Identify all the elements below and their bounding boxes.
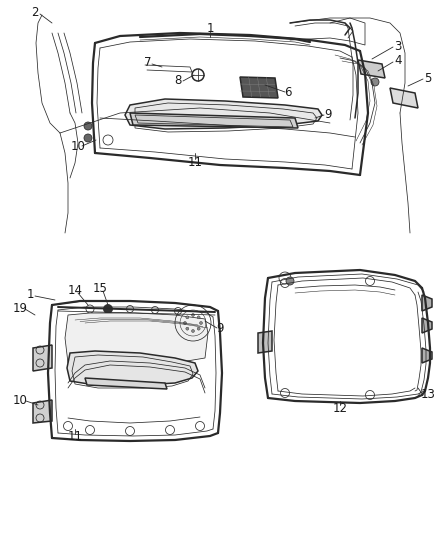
Circle shape [286, 277, 294, 285]
Circle shape [197, 316, 200, 319]
Text: 15: 15 [92, 282, 107, 295]
Text: 19: 19 [13, 302, 28, 314]
Text: 5: 5 [424, 71, 432, 85]
Text: 12: 12 [332, 401, 347, 415]
Polygon shape [130, 113, 298, 128]
Text: 4: 4 [394, 54, 402, 68]
Polygon shape [422, 318, 432, 333]
Circle shape [191, 313, 194, 317]
Text: 11: 11 [187, 157, 202, 169]
Text: 11: 11 [67, 430, 82, 442]
Text: 10: 10 [71, 140, 85, 152]
Circle shape [199, 321, 202, 325]
Text: 9: 9 [324, 109, 332, 122]
Text: 6: 6 [284, 85, 292, 99]
Polygon shape [67, 351, 198, 385]
Polygon shape [85, 378, 167, 389]
Text: 7: 7 [144, 56, 152, 69]
Polygon shape [240, 77, 278, 98]
Circle shape [371, 78, 379, 86]
Polygon shape [258, 331, 272, 353]
Text: 13: 13 [420, 389, 435, 401]
Polygon shape [33, 400, 52, 423]
Polygon shape [33, 345, 52, 371]
Polygon shape [125, 99, 322, 129]
Text: 1: 1 [26, 288, 34, 302]
Polygon shape [422, 295, 432, 311]
Text: 14: 14 [67, 285, 82, 297]
Text: 1: 1 [206, 21, 214, 35]
Text: 3: 3 [394, 39, 402, 52]
Circle shape [197, 327, 200, 330]
Polygon shape [390, 88, 418, 108]
Polygon shape [65, 313, 208, 365]
Circle shape [84, 122, 92, 130]
Circle shape [186, 316, 189, 319]
Text: 9: 9 [216, 322, 224, 335]
Text: 10: 10 [13, 393, 28, 407]
Circle shape [103, 304, 113, 313]
Circle shape [186, 327, 189, 330]
Text: 2: 2 [31, 6, 39, 20]
Circle shape [191, 329, 194, 333]
Circle shape [84, 134, 92, 142]
Polygon shape [358, 60, 385, 78]
Polygon shape [422, 348, 432, 363]
Circle shape [184, 321, 187, 325]
Text: 8: 8 [174, 74, 182, 86]
